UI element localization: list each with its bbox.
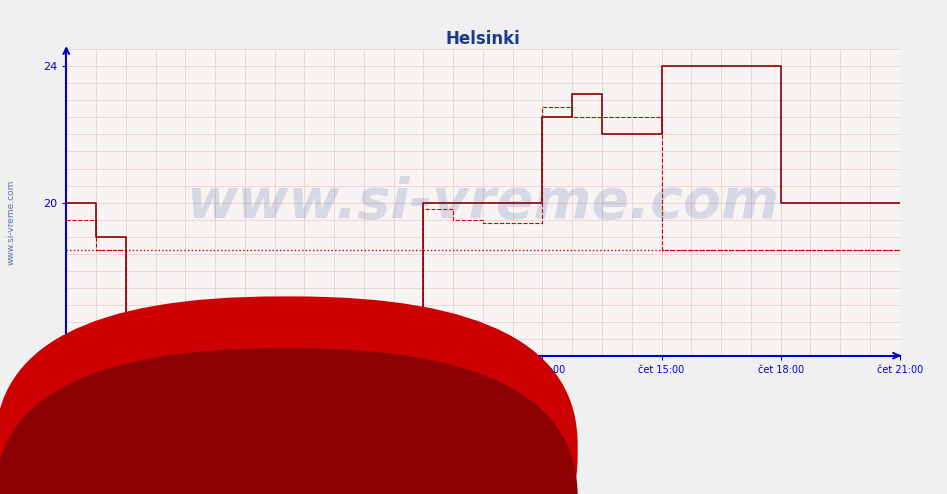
Text: www.si-vreme.com: www.si-vreme.com: [7, 180, 16, 265]
Text: www.si-vreme.com: www.si-vreme.com: [187, 175, 779, 230]
Text: Evropa / vremenski podatki.
zadnji dan / 5 minut.
Meritve: povprečne  Enote: met: Evropa / vremenski podatki. zadnji dan /…: [66, 375, 345, 416]
Text: sedaj:      min.:      povpr.:      maks.:      Helsinki: sedaj: min.: povpr.: maks.: Helsinki: [38, 490, 290, 494]
Text: 20,0       13,0       18,6        24,0: 20,0 13,0 18,6 24,0: [38, 452, 208, 462]
Text: temperatura[C]: temperatura[C]: [300, 452, 382, 462]
Text: ZGODOVINSKE VREDNOSTI (črtkana črta):: ZGODOVINSKE VREDNOSTI (črtkana črta):: [38, 415, 284, 425]
Title: Helsinki: Helsinki: [446, 30, 520, 48]
Text: sedaj:      min.:      povpr.:      maks.:      Helsinki: sedaj: min.: povpr.: maks.: Helsinki: [38, 435, 290, 445]
Text: TRENUTNE VREDNOSTI (polna črta):: TRENUTNE VREDNOSTI (polna črta):: [38, 472, 249, 482]
